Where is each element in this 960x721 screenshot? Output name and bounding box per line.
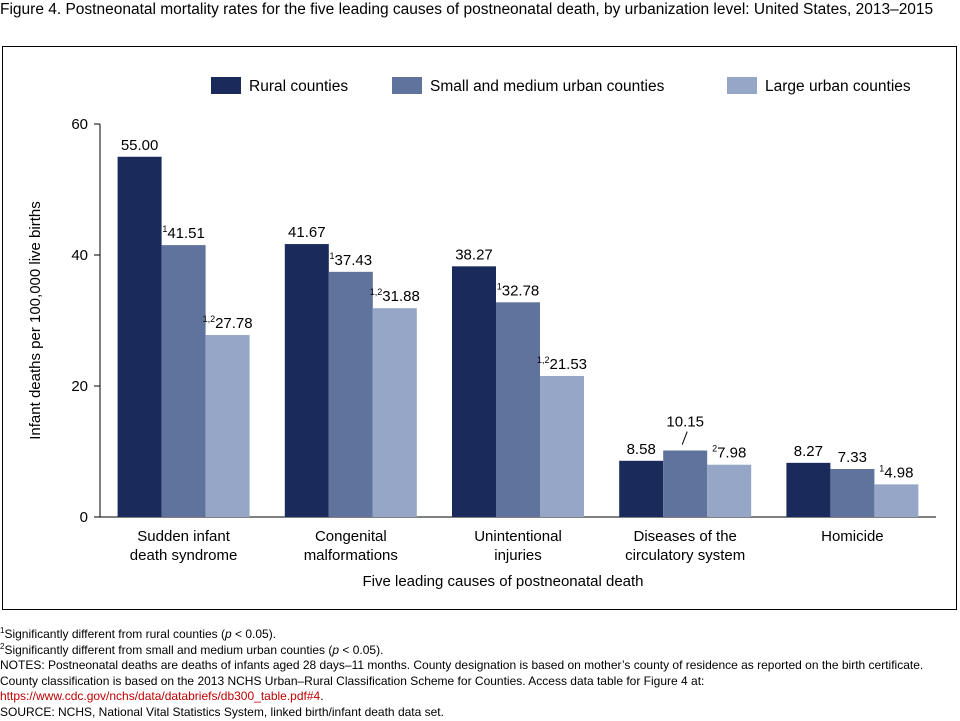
data-label: 137.43 (330, 251, 373, 269)
legend-label: Rural counties (249, 78, 348, 95)
source-text: SOURCE: NCHS, National Vital Statistics … (0, 704, 444, 719)
figure-title: Figure 4. Postneonatal mortality rates f… (0, 1, 934, 18)
data-label: 7.33 (838, 449, 867, 466)
data-label: 141.51 (162, 224, 205, 242)
data-table-link-line: https://www.cdc.gov/nchs/data/databriefs… (0, 689, 324, 704)
x-tick-label: injuries (494, 547, 542, 564)
x-axis-label: Five leading causes of postneonatal deat… (362, 573, 643, 590)
bar (874, 484, 919, 517)
bar (328, 271, 373, 517)
bar (284, 244, 329, 517)
x-tick-label: Diseases of the (634, 528, 737, 545)
data-label: 38.27 (455, 246, 493, 263)
y-tick-label: 60 (71, 116, 88, 133)
legend-swatch (392, 77, 422, 94)
x-tick-label: malformations (304, 547, 398, 564)
data-label: 55.00 (121, 137, 159, 154)
chart-frame (2, 46, 957, 610)
bar (117, 156, 162, 517)
data-label: 10.15 (666, 414, 704, 431)
data-label: 8.27 (794, 443, 823, 460)
y-tick-label: 20 (71, 378, 88, 395)
bar (205, 335, 250, 517)
data-label: 14.98 (879, 463, 913, 481)
data-label: 41.67 (288, 224, 326, 241)
y-axis-label: Infant deaths per 100,000 live births (27, 201, 44, 440)
bar (372, 308, 417, 517)
bar (663, 450, 708, 517)
footnotes: 1Significantly different from rural coun… (0, 627, 955, 721)
data-label: 8.58 (627, 441, 656, 458)
legend-swatch (727, 77, 757, 94)
legend-label: Small and medium urban counties (430, 78, 665, 95)
x-tick-label: Homicide (821, 528, 884, 545)
footnote-1: 1Significantly different from rural coun… (0, 626, 277, 642)
bar (496, 302, 540, 517)
data-label: 132.78 (497, 281, 540, 299)
notes-text: NOTES: Postneonatal deaths are deaths of… (0, 658, 924, 688)
footnote-2: 2Significantly different from small and … (0, 641, 384, 657)
bar (540, 375, 584, 517)
x-tick-label: Sudden infant (137, 528, 230, 545)
bar (161, 245, 206, 517)
x-tick-label: death syndrome (130, 547, 238, 564)
y-tick-label: 0 (80, 509, 88, 526)
bar (786, 462, 831, 517)
data-label: 27.98 (712, 444, 746, 462)
bar (830, 468, 875, 517)
label-leader-line (681, 431, 688, 445)
bar-chart: 0 20 40 60 Infant deaths per 100,000 live bi… (27, 77, 936, 590)
x-tick-label: Unintentional (474, 528, 562, 545)
data-label: 1,221.53 (537, 355, 587, 373)
legend-swatch (211, 77, 241, 94)
bar (452, 266, 496, 517)
bar (707, 464, 752, 517)
x-tick-label: Congenital (315, 528, 387, 545)
x-tick-label: circulatory system (625, 547, 745, 564)
data-label: 1,231.88 (370, 287, 420, 305)
data-table-link[interactable]: https://www.cdc.gov/nchs/data/databriefs… (0, 689, 321, 704)
bar (619, 460, 664, 517)
legend-label: Large urban counties (765, 78, 911, 95)
y-tick-label: 40 (71, 247, 88, 264)
data-label: 1,227.78 (203, 314, 253, 332)
